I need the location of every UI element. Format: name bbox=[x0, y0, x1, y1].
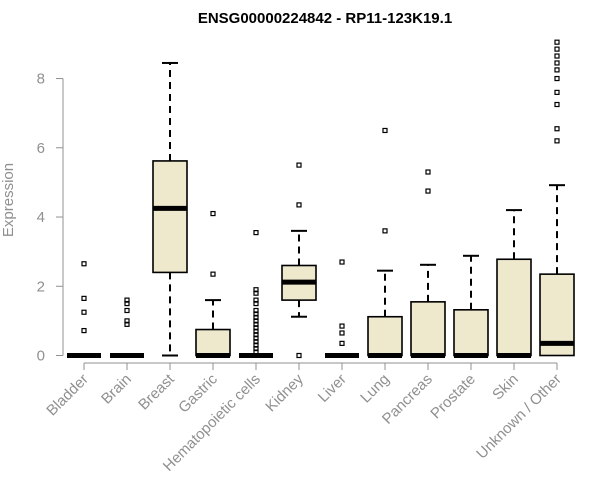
outlier-point bbox=[210, 271, 216, 277]
x-tick-label: Breast bbox=[135, 370, 178, 413]
outlier-point bbox=[210, 210, 216, 217]
chart-title: ENSG00000224842 - RP11-123K19.1 bbox=[198, 10, 452, 27]
outlier-point bbox=[554, 75, 560, 82]
box-iqr bbox=[195, 328, 231, 357]
x-tick-label: Prostate bbox=[427, 371, 479, 423]
box-iqr bbox=[453, 309, 489, 357]
outlier-point bbox=[296, 202, 302, 208]
outlier-point bbox=[253, 287, 259, 293]
outlier-point bbox=[554, 39, 560, 45]
x-tick-label: Lung bbox=[357, 371, 393, 407]
outlier-point bbox=[124, 318, 130, 324]
x-tick-label: Brain bbox=[98, 371, 135, 408]
outlier-point bbox=[554, 89, 560, 95]
outlier-point bbox=[253, 307, 259, 314]
outlier-point bbox=[296, 352, 302, 359]
box-iqr bbox=[367, 315, 403, 357]
outlier-point bbox=[253, 230, 259, 236]
box-group bbox=[152, 61, 188, 357]
box-iqr bbox=[496, 258, 532, 357]
outlier-point bbox=[339, 330, 345, 336]
box-group bbox=[539, 39, 575, 357]
box-group bbox=[110, 297, 144, 358]
x-tick-label: Bladder bbox=[43, 371, 92, 420]
box-group bbox=[496, 209, 532, 358]
outlier-point bbox=[554, 126, 560, 132]
box-group bbox=[453, 254, 489, 358]
y-tick-label: 0 bbox=[37, 348, 45, 365]
outlier-point bbox=[382, 127, 388, 134]
y-tick-label: 6 bbox=[37, 140, 45, 157]
box-series bbox=[67, 39, 575, 359]
outlier-point bbox=[339, 323, 345, 329]
box-iqr bbox=[410, 301, 446, 357]
box-group bbox=[367, 127, 403, 358]
box-iqr bbox=[152, 160, 188, 274]
y-axis: 0 2 4 6 8 bbox=[37, 71, 64, 365]
outlier-point bbox=[296, 162, 302, 168]
outlier-point bbox=[81, 295, 87, 301]
outlier-point bbox=[554, 60, 560, 66]
x-tick-label: Kidney bbox=[262, 370, 307, 415]
outlier-point bbox=[81, 327, 87, 334]
outlier-point bbox=[554, 53, 560, 59]
outlier-point bbox=[554, 46, 560, 52]
box-group bbox=[195, 210, 231, 358]
outlier-point bbox=[124, 307, 130, 314]
box-group bbox=[239, 230, 273, 358]
outlier-point bbox=[425, 169, 431, 175]
outlier-point bbox=[554, 67, 560, 73]
y-tick-label: 8 bbox=[37, 71, 45, 88]
y-tick-label: 4 bbox=[37, 209, 45, 226]
x-tick-label: Skin bbox=[489, 371, 522, 404]
box-group bbox=[67, 261, 101, 358]
outlier-point bbox=[81, 309, 87, 315]
outlier-point bbox=[339, 340, 345, 346]
outlier-point bbox=[81, 261, 87, 267]
box-group bbox=[410, 169, 446, 358]
box-group bbox=[281, 162, 317, 359]
outlier-point bbox=[425, 188, 431, 194]
outlier-point bbox=[554, 101, 560, 108]
outlier-point bbox=[124, 297, 130, 303]
outlier-point bbox=[339, 259, 345, 265]
y-tick-label: 2 bbox=[37, 278, 45, 295]
outlier-point bbox=[554, 138, 560, 144]
y-axis-label: Expression bbox=[0, 163, 17, 237]
outlier-point bbox=[382, 228, 388, 234]
outlier-point bbox=[253, 297, 259, 303]
box-group bbox=[325, 259, 359, 358]
x-tick-label: Liver bbox=[315, 371, 350, 406]
